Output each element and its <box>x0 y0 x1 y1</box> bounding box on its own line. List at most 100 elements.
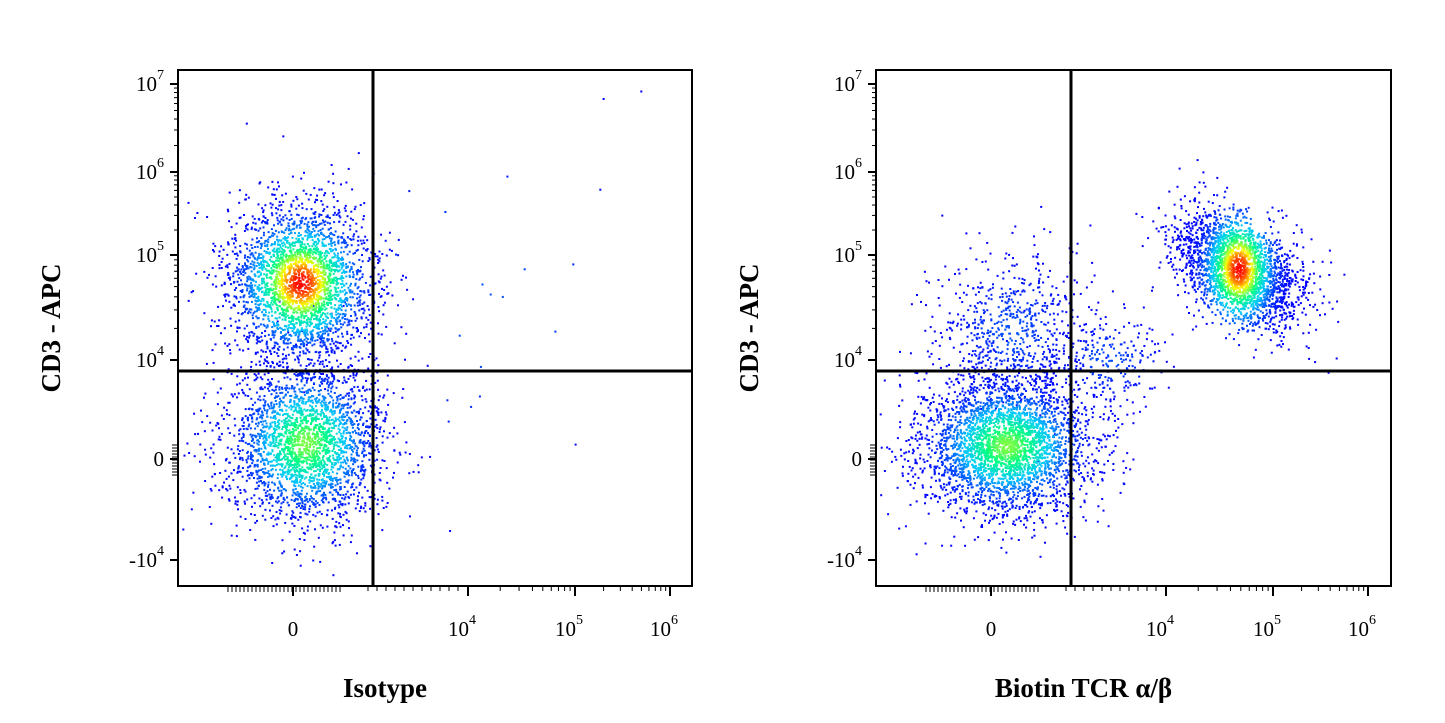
event-dot <box>358 296 361 299</box>
event-dot <box>333 489 336 492</box>
event-dot <box>253 434 256 437</box>
event-dot <box>344 462 347 465</box>
event-dot <box>283 338 286 341</box>
event-dot <box>341 265 344 268</box>
event-dot <box>366 305 369 307</box>
event-dot <box>293 327 295 330</box>
event-dot <box>279 364 282 367</box>
event-dot <box>363 389 366 392</box>
event-dot <box>310 479 313 482</box>
event-dot <box>392 476 394 479</box>
event-dot <box>354 355 357 358</box>
event-dot <box>235 222 238 225</box>
event-dot <box>339 299 342 301</box>
event-dot <box>315 400 317 403</box>
event-dot <box>280 489 283 492</box>
event-dot <box>250 497 253 500</box>
event-dot <box>243 327 246 330</box>
event-dot <box>262 259 264 262</box>
event-dot <box>334 243 337 246</box>
event-dot <box>266 221 269 224</box>
event-dot <box>312 486 315 489</box>
event-dot <box>357 432 360 435</box>
event-dot <box>340 277 343 280</box>
event-dot <box>374 418 377 421</box>
event-dot <box>241 379 244 382</box>
event-dot <box>214 343 217 346</box>
event-dot <box>313 373 316 376</box>
event-dot <box>297 338 300 341</box>
event-dot <box>381 529 384 532</box>
event-dot <box>351 426 354 429</box>
event-dot <box>230 472 233 475</box>
event-dot <box>265 439 268 442</box>
event-dot <box>342 232 345 235</box>
event-dot <box>259 388 262 391</box>
event-dot <box>270 206 273 209</box>
event-dot <box>282 435 285 438</box>
event-dot <box>276 421 279 424</box>
event-dot <box>320 381 323 384</box>
event-dot <box>285 227 288 230</box>
event-dot <box>300 245 303 248</box>
event-dot <box>380 233 383 236</box>
event-dot <box>324 451 327 454</box>
event-dot <box>274 483 276 486</box>
event-dot <box>305 427 308 430</box>
event-dot <box>339 291 342 294</box>
event-dot <box>339 283 342 286</box>
event-dot <box>333 477 336 480</box>
event-dot <box>336 320 339 323</box>
event-dot <box>250 288 253 291</box>
event-dot <box>354 312 357 315</box>
event-dot <box>257 452 260 455</box>
event-dot <box>354 444 357 447</box>
event-dot <box>306 238 309 241</box>
event-dot <box>302 400 305 403</box>
event-dot <box>264 441 267 444</box>
event-dot <box>278 402 281 405</box>
event-dot <box>444 211 447 213</box>
event-dot <box>253 310 256 313</box>
event-dot <box>270 267 273 270</box>
event-dot <box>313 313 316 316</box>
event-dot <box>232 272 235 275</box>
event-dot <box>339 494 342 496</box>
event-dot <box>305 379 308 382</box>
event-dot <box>336 236 339 239</box>
event-dot <box>281 428 284 431</box>
event-dot <box>298 412 301 415</box>
event-dot <box>239 492 242 494</box>
event-dot <box>330 482 333 485</box>
event-dot <box>343 238 345 241</box>
event-dot <box>310 332 312 335</box>
event-dot <box>341 332 343 335</box>
event-dot <box>337 239 340 242</box>
event-dot <box>326 236 329 238</box>
event-dot <box>350 453 353 456</box>
event-dot <box>311 335 314 337</box>
event-dot <box>335 406 338 409</box>
event-dot <box>270 493 273 496</box>
event-dot <box>300 420 303 423</box>
event-dot <box>359 439 362 441</box>
event-dot <box>309 233 312 236</box>
event-dot <box>300 489 303 492</box>
event-dot <box>251 300 253 303</box>
event-dot <box>295 310 297 313</box>
event-dot <box>302 350 305 353</box>
event-dot <box>349 337 352 340</box>
event-dot <box>350 420 353 422</box>
event-dot <box>267 241 270 244</box>
event-dot <box>355 449 358 452</box>
event-dot <box>325 481 328 484</box>
event-dot <box>316 481 319 484</box>
event-dot <box>348 447 351 450</box>
event-dot <box>283 550 286 553</box>
event-dot <box>278 221 281 224</box>
event-dot <box>338 411 341 414</box>
event-dot <box>267 475 270 478</box>
event-dot <box>384 411 387 414</box>
event-dot <box>286 417 288 420</box>
event-dot <box>330 242 332 245</box>
